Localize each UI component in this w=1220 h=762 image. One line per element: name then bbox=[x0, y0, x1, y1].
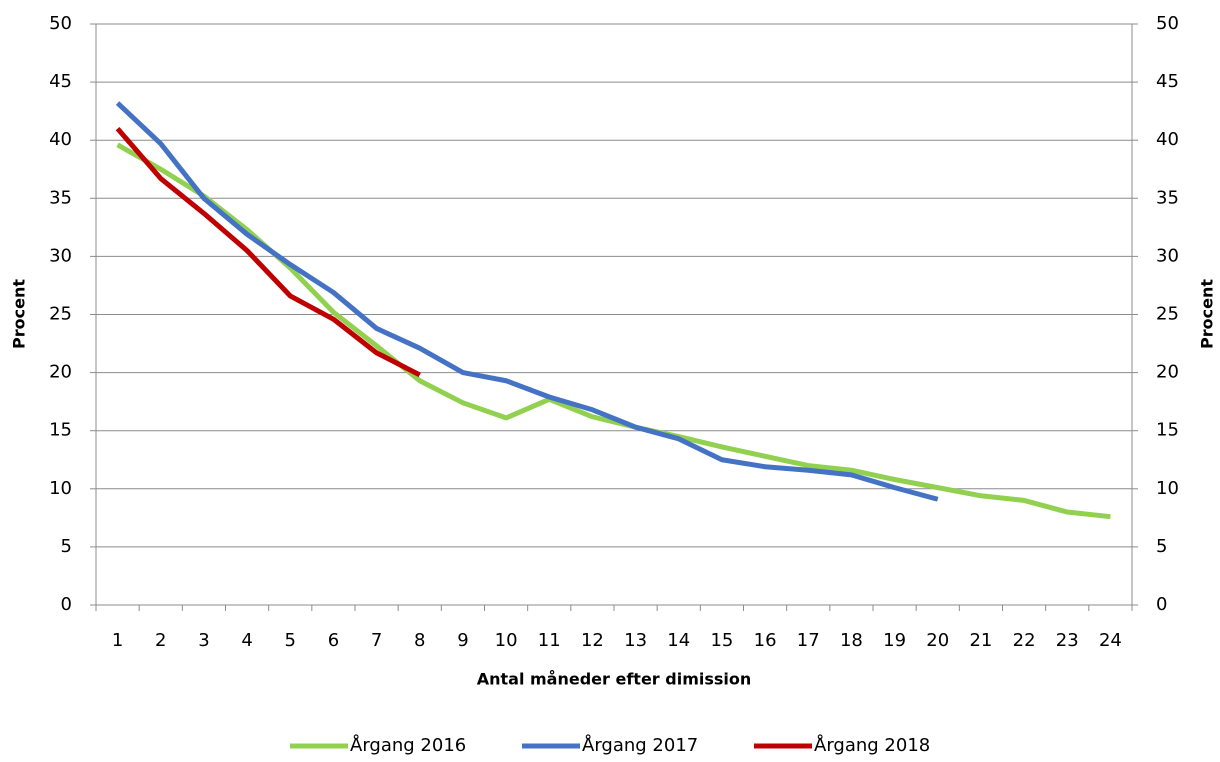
y-tick-label: 50 bbox=[49, 13, 72, 34]
x-axis-title: Antal måneder efter dimission bbox=[477, 670, 752, 689]
y-tick-label: 40 bbox=[49, 129, 72, 150]
x-tick-label: 14 bbox=[667, 630, 690, 651]
series-line bbox=[115, 101, 939, 502]
x-tick-label: 18 bbox=[840, 630, 863, 651]
y2-tick-label: 10 bbox=[1156, 478, 1179, 499]
y2-tick-label: 30 bbox=[1156, 245, 1179, 266]
x-tick-label: 9 bbox=[457, 630, 468, 651]
x-tick-label: 4 bbox=[241, 630, 252, 651]
x-tick-label: 3 bbox=[198, 630, 209, 651]
y2-tick-label: 20 bbox=[1156, 362, 1179, 383]
x-tick-label: 19 bbox=[883, 630, 906, 651]
y-axis-title: Procent bbox=[10, 279, 29, 349]
x-tick-label: 7 bbox=[371, 630, 382, 651]
x-tick-label: 11 bbox=[538, 630, 561, 651]
y2-tick-label: 45 bbox=[1156, 71, 1179, 92]
y-tick-label: 30 bbox=[49, 245, 72, 266]
x-tick-label: 21 bbox=[969, 630, 992, 651]
y-tick-label: 45 bbox=[49, 71, 72, 92]
y-tick-label: 15 bbox=[49, 420, 72, 441]
legend-label: Årgang 2017 bbox=[582, 734, 698, 756]
x-tick-label: 23 bbox=[1056, 630, 1079, 651]
x-tick-label: 2 bbox=[155, 630, 166, 651]
x-tick-label: 8 bbox=[414, 630, 425, 651]
series-line bbox=[115, 126, 421, 378]
x-tick-label: 22 bbox=[1013, 630, 1036, 651]
y-tick-label: 10 bbox=[49, 478, 72, 499]
y-tick-label: 20 bbox=[49, 362, 72, 383]
y-tick-label: 35 bbox=[49, 187, 72, 208]
series-line bbox=[116, 142, 1111, 520]
y2-tick-label: 40 bbox=[1156, 129, 1179, 150]
x-tick-label: 10 bbox=[495, 630, 518, 651]
y2-tick-label: 35 bbox=[1156, 187, 1179, 208]
x-tick-label: 16 bbox=[754, 630, 777, 651]
y2-tick-label: 50 bbox=[1156, 13, 1179, 34]
legend-label: Årgang 2016 bbox=[350, 734, 466, 756]
y-tick-label: 25 bbox=[49, 304, 72, 325]
y2-tick-label: 25 bbox=[1156, 304, 1179, 325]
y2-tick-label: 0 bbox=[1156, 594, 1167, 615]
legend-label: Årgang 2018 bbox=[814, 734, 930, 756]
x-tick-label: 17 bbox=[797, 630, 820, 651]
x-tick-label: 13 bbox=[624, 630, 647, 651]
x-tick-label: 1 bbox=[112, 630, 123, 651]
y-tick-label: 5 bbox=[61, 536, 72, 557]
x-tick-label: 15 bbox=[710, 630, 733, 651]
x-tick-label: 20 bbox=[926, 630, 949, 651]
y2-tick-label: 5 bbox=[1156, 536, 1167, 557]
x-tick-label: 24 bbox=[1099, 630, 1122, 651]
x-tick-label: 12 bbox=[581, 630, 604, 651]
y-tick-label: 0 bbox=[61, 594, 72, 615]
x-tick-label: 6 bbox=[328, 630, 339, 651]
y2-tick-label: 15 bbox=[1156, 420, 1179, 441]
x-tick-label: 5 bbox=[285, 630, 296, 651]
y2-axis-title: Procent bbox=[1198, 279, 1217, 349]
